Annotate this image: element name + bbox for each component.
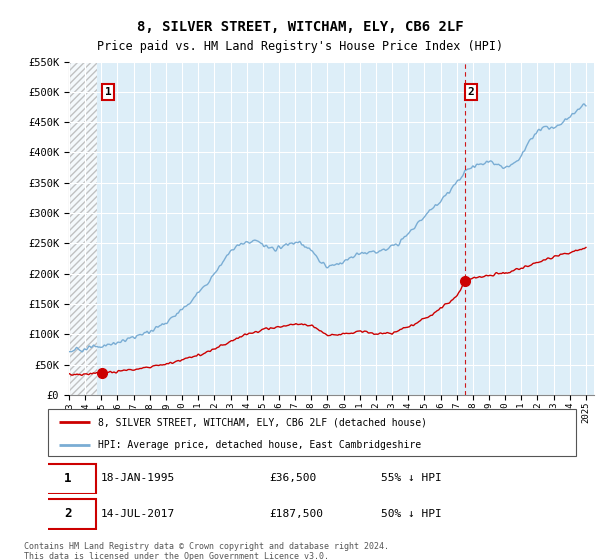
Bar [69, 62, 97, 395]
Text: 2: 2 [468, 87, 475, 97]
Text: £36,500: £36,500 [270, 473, 317, 483]
Text: 8, SILVER STREET, WITCHAM, ELY, CB6 2LF (detached house): 8, SILVER STREET, WITCHAM, ELY, CB6 2LF … [98, 417, 427, 427]
Text: 8, SILVER STREET, WITCHAM, ELY, CB6 2LF: 8, SILVER STREET, WITCHAM, ELY, CB6 2LF [137, 20, 463, 34]
Text: Price paid vs. HM Land Registry's House Price Index (HPI): Price paid vs. HM Land Registry's House … [97, 40, 503, 53]
Text: 55% ↓ HPI: 55% ↓ HPI [380, 473, 442, 483]
Text: 1: 1 [64, 472, 72, 485]
Text: HPI: Average price, detached house, East Cambridgeshire: HPI: Average price, detached house, East… [98, 440, 421, 450]
Text: 18-JAN-1995: 18-JAN-1995 [101, 473, 175, 483]
Text: £187,500: £187,500 [270, 508, 324, 519]
FancyBboxPatch shape [40, 499, 95, 529]
Text: 50% ↓ HPI: 50% ↓ HPI [380, 508, 442, 519]
Text: 2: 2 [64, 507, 72, 520]
Text: 1: 1 [104, 87, 111, 97]
FancyBboxPatch shape [48, 409, 576, 456]
FancyBboxPatch shape [40, 464, 95, 493]
Text: 14-JUL-2017: 14-JUL-2017 [101, 508, 175, 519]
Text: Contains HM Land Registry data © Crown copyright and database right 2024.
This d: Contains HM Land Registry data © Crown c… [24, 542, 389, 560]
